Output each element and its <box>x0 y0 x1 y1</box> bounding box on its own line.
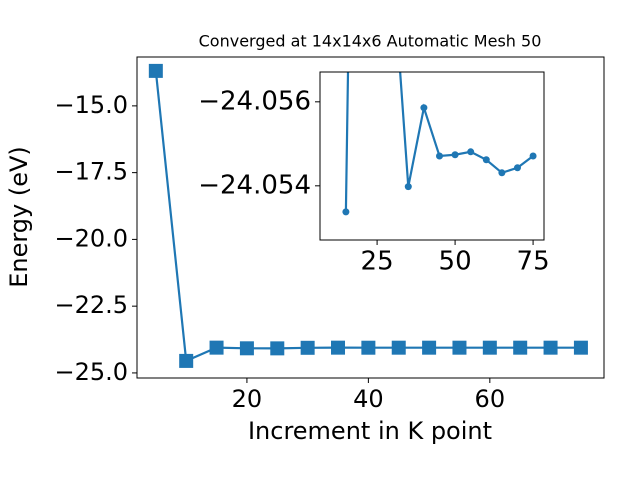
y-tick-label: −15.0 <box>54 91 128 119</box>
x-tick-label: 75 <box>517 247 550 277</box>
x-tick-label: 50 <box>439 247 472 277</box>
chart-title: Converged at 14x14x6 Automatic Mesh 50 <box>199 32 542 51</box>
marker <box>543 340 558 355</box>
x-tick-label: 40 <box>353 385 384 413</box>
plot-area <box>342 72 537 216</box>
y-tick-label: −22.5 <box>54 291 128 319</box>
marker <box>435 152 443 160</box>
marker <box>300 340 315 355</box>
inset-background <box>320 72 544 240</box>
x-tick-label: 25 <box>361 247 394 277</box>
marker <box>391 340 406 355</box>
marker <box>422 340 437 355</box>
axes-frame <box>319 71 545 241</box>
marker <box>451 151 459 159</box>
y-tick-label: −20.0 <box>54 224 128 252</box>
marker <box>342 208 350 216</box>
y-tick-label: −24.054 <box>198 170 311 200</box>
y-tick-label: −25.0 <box>54 358 128 386</box>
marker <box>361 340 376 355</box>
marker <box>573 340 588 355</box>
marker <box>513 164 521 172</box>
marker <box>148 63 163 78</box>
marker <box>452 340 467 355</box>
marker <box>482 340 497 355</box>
marker <box>498 169 506 177</box>
marker <box>270 341 285 356</box>
x-tick-label: 20 <box>232 385 263 413</box>
marker <box>404 183 412 191</box>
marker <box>331 340 346 355</box>
x-tick-label: 60 <box>475 385 506 413</box>
marker <box>467 148 475 156</box>
marker <box>482 156 490 164</box>
x-axis-label: Increment in K point <box>248 417 492 445</box>
marker <box>420 104 428 112</box>
y-tick-label: −24.056 <box>198 86 311 116</box>
marker <box>209 340 224 355</box>
marker <box>239 341 254 356</box>
marker <box>513 340 528 355</box>
y-axis-label: Energy (eV) <box>5 146 33 288</box>
marker <box>529 152 537 160</box>
axes-frame <box>136 56 605 379</box>
marker <box>179 353 194 368</box>
plot-area <box>148 63 588 368</box>
y-tick-label: −17.5 <box>54 158 128 186</box>
